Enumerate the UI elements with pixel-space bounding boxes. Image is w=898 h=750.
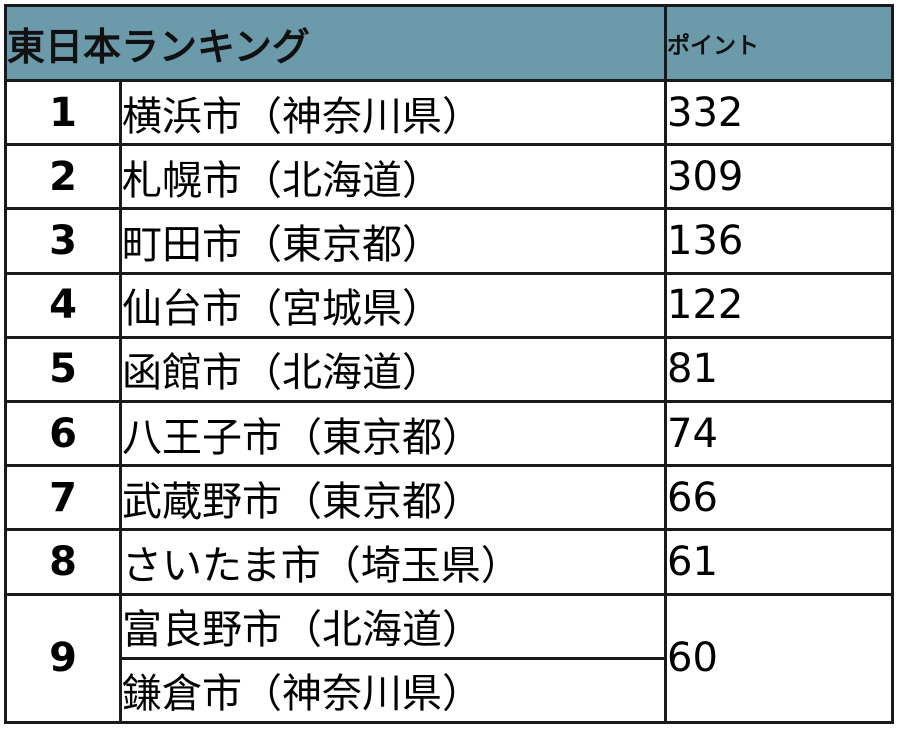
points-cell: 60 (664, 592, 894, 724)
table-row: 4 仙台市（宮城県） 122 (4, 271, 894, 339)
points-cell: 81 (664, 335, 894, 403)
table-header: 東日本ランキング ポイント (4, 4, 894, 82)
table-row: 7 武蔵野市（東京都） 66 (4, 464, 894, 532)
rank-cell: 9 (4, 592, 122, 724)
city-cell: 札幌市（北海道） (119, 143, 667, 211)
rank-cell: 1 (4, 78, 122, 147)
rank-cell: 6 (4, 399, 122, 468)
points-cell: 66 (664, 464, 894, 532)
table-row: 9 富良野市（北海道） 60 (4, 592, 894, 724)
city-cell: 武蔵野市（東京都） (119, 464, 667, 532)
points-cell: 332 (664, 78, 894, 147)
ranking-table: 東日本ランキング ポイント 1 横浜市（神奈川県） 332 2 札幌市（北海道）… (4, 4, 894, 725)
table-row: 鎌倉市（神奈川県） (6, 656, 893, 725)
rank-cell: 5 (4, 335, 122, 403)
points-cell: 61 (664, 528, 894, 596)
table-row: 2 札幌市（北海道） 309 (4, 143, 894, 211)
rank-cell: 2 (4, 143, 122, 211)
city-cell: 仙台市（宮城県） (119, 271, 667, 339)
table-row: 6 八王子市（東京都） 74 (4, 399, 894, 468)
rank-cell: 4 (4, 271, 122, 339)
table-title: 東日本ランキング (4, 4, 667, 82)
points-cell: 74 (664, 399, 894, 468)
table-body: 1 横浜市（神奈川県） 332 2 札幌市（北海道） 309 3 町田市（東京都… (4, 78, 894, 725)
points-cell: 122 (664, 271, 894, 339)
rank-cell: 3 (4, 207, 122, 275)
table-row: 1 横浜市（神奈川県） 332 (4, 78, 894, 147)
city-cell: 鎌倉市（神奈川県） (119, 656, 667, 725)
table-row: 5 函館市（北海道） 81 (4, 335, 894, 403)
city-cell: 函館市（北海道） (119, 335, 667, 403)
points-column-header: ポイント (664, 4, 894, 82)
rank-cell: 8 (4, 528, 122, 596)
points-cell: 136 (664, 207, 894, 275)
table-row: 3 町田市（東京都） 136 (4, 207, 894, 275)
rank-cell: 7 (4, 464, 122, 532)
table-row: 8 さいたま市（埼玉県） 61 (4, 528, 894, 596)
points-cell: 309 (664, 143, 894, 211)
city-cell: さいたま市（埼玉県） (119, 528, 667, 596)
city-cell: 八王子市（東京都） (119, 399, 667, 468)
city-cell: 町田市（東京都） (119, 207, 667, 275)
city-cell: 横浜市（神奈川県） (119, 78, 667, 147)
city-cell: 富良野市（北海道） (119, 592, 667, 660)
